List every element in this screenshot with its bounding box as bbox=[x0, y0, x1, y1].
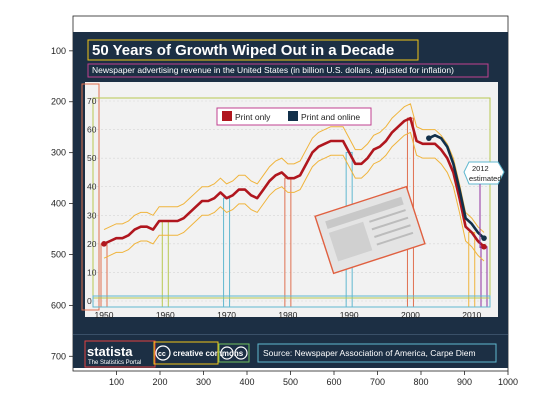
outer-x-tick-label: 900 bbox=[457, 377, 472, 387]
footer: statista The Statistics Portal cc creati… bbox=[73, 334, 508, 368]
outer-y-tick-label: 600 bbox=[51, 300, 66, 310]
annotation-bubble bbox=[463, 161, 505, 185]
y-tick-label: 0 bbox=[87, 296, 92, 306]
chart-title: 50 Years of Growth Wiped Out in a Decade bbox=[92, 42, 394, 59]
y-tick-label: 40 bbox=[87, 182, 97, 192]
title-highlight-box bbox=[87, 39, 419, 61]
x-tick-label: 1960 bbox=[156, 310, 175, 320]
series-start-marker-print-only bbox=[101, 241, 107, 247]
outer-x-tick-label: 400 bbox=[239, 377, 254, 387]
series-end-marker-print-online bbox=[481, 235, 487, 241]
y-axis-tick-labels: 0 10 20 30 40 50 60 70 bbox=[87, 96, 97, 306]
outer-x-tick-label: 100 bbox=[109, 377, 124, 387]
lower-trend-envelope bbox=[103, 131, 485, 262]
year-axis-frame bbox=[92, 295, 491, 308]
y-tick-label: 70 bbox=[87, 96, 97, 106]
x-tick-label: 1990 bbox=[340, 310, 359, 320]
x-tick-label: 1970 bbox=[217, 310, 236, 320]
cc-icon bbox=[155, 345, 171, 361]
legend-label-print-online: Print and online bbox=[301, 112, 360, 122]
outer-y-tick-label: 400 bbox=[51, 199, 66, 209]
outer-y-tick-label: 200 bbox=[51, 97, 66, 107]
estimate-annotation: 2012 estimated bbox=[463, 161, 505, 248]
outer-x-tick-label: 200 bbox=[152, 377, 167, 387]
license-frame bbox=[218, 343, 250, 363]
source-frame bbox=[257, 343, 497, 363]
chart-subtitle: Newspaper advertising revenue in the Uni… bbox=[92, 65, 454, 75]
y-tick-column-frame bbox=[81, 83, 100, 311]
cc-icon-glyph: cc bbox=[158, 351, 166, 358]
x-tick-label: 1950 bbox=[95, 310, 114, 320]
x-tick-label: 1980 bbox=[278, 310, 297, 320]
trend-envelopes bbox=[103, 103, 485, 262]
cc-frame bbox=[153, 341, 219, 365]
brand-tagline: The Statistics Portal bbox=[88, 360, 141, 366]
source-text: Source: Newspaper Association of America… bbox=[263, 348, 476, 358]
outer-x-tick-label: 1000 bbox=[498, 377, 518, 387]
y-tick-label: 60 bbox=[87, 125, 97, 135]
legend-swatch-print-online bbox=[288, 111, 298, 121]
y-tick-label: 20 bbox=[87, 239, 97, 249]
series-line-print-online bbox=[428, 133, 485, 240]
footer-divider bbox=[73, 334, 508, 335]
upper-trend-envelope bbox=[103, 103, 485, 233]
annotation-text-line2: estimated bbox=[469, 174, 502, 183]
outer-x-tick-label: 600 bbox=[326, 377, 341, 387]
outer-y-tick-label: 700 bbox=[51, 351, 66, 361]
y-tick-label: 50 bbox=[87, 153, 97, 163]
annotation-text: 2012 bbox=[472, 164, 489, 173]
outer-x-tick-label: 500 bbox=[283, 377, 298, 387]
brand-frame bbox=[84, 340, 156, 368]
legend-swatch-print-only bbox=[222, 111, 232, 121]
x-axis-year-labels: 1950 1960 1970 1980 1990 2000 2010 bbox=[95, 310, 482, 320]
newspaper-icon bbox=[314, 185, 426, 275]
outer-y-tick-label: 100 bbox=[51, 46, 66, 56]
y-tick-label: 10 bbox=[87, 267, 97, 277]
outer-y-tick-label: 500 bbox=[51, 249, 66, 259]
cc-label: creative commons bbox=[173, 349, 244, 358]
plot-frame-yellow bbox=[92, 97, 491, 299]
legend-label-print-only: Print only bbox=[235, 112, 271, 122]
attribution-icon bbox=[220, 346, 234, 360]
series-layer bbox=[101, 116, 487, 250]
subtitle-highlight-box bbox=[87, 63, 489, 78]
outer-x-tick-label: 800 bbox=[413, 377, 428, 387]
outer-x-tick-label: 700 bbox=[370, 377, 385, 387]
noderivs-icon bbox=[234, 346, 248, 360]
legend: Print only Print and online bbox=[216, 107, 372, 126]
series-end-marker-print-only bbox=[481, 243, 487, 250]
brand-logo-text: statista bbox=[87, 344, 133, 359]
outer-y-tick-label: 300 bbox=[51, 148, 66, 158]
series-line-print-only bbox=[103, 116, 485, 248]
series-start-marker-print-online bbox=[426, 135, 432, 141]
x-tick-label: 2000 bbox=[401, 310, 420, 320]
outer-x-tick-label: 300 bbox=[196, 377, 211, 387]
y-tick-label: 30 bbox=[87, 210, 97, 220]
x-tick-label: 2010 bbox=[462, 310, 481, 320]
